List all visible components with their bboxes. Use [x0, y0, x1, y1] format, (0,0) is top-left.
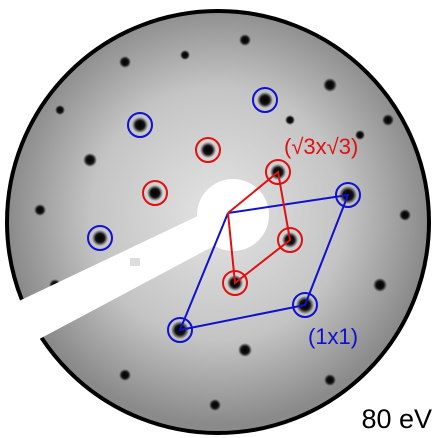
energy-label: 80 eV [361, 404, 432, 434]
leed-image: (√3x√3) (1x1) 80 eV [0, 0, 436, 438]
sqrt3-label: (√3x√3) [284, 134, 358, 159]
page: (√3x√3) (1x1) 80 eV (() => { const data … [0, 0, 436, 438]
unit-cell-label: (1x1) [308, 324, 358, 349]
